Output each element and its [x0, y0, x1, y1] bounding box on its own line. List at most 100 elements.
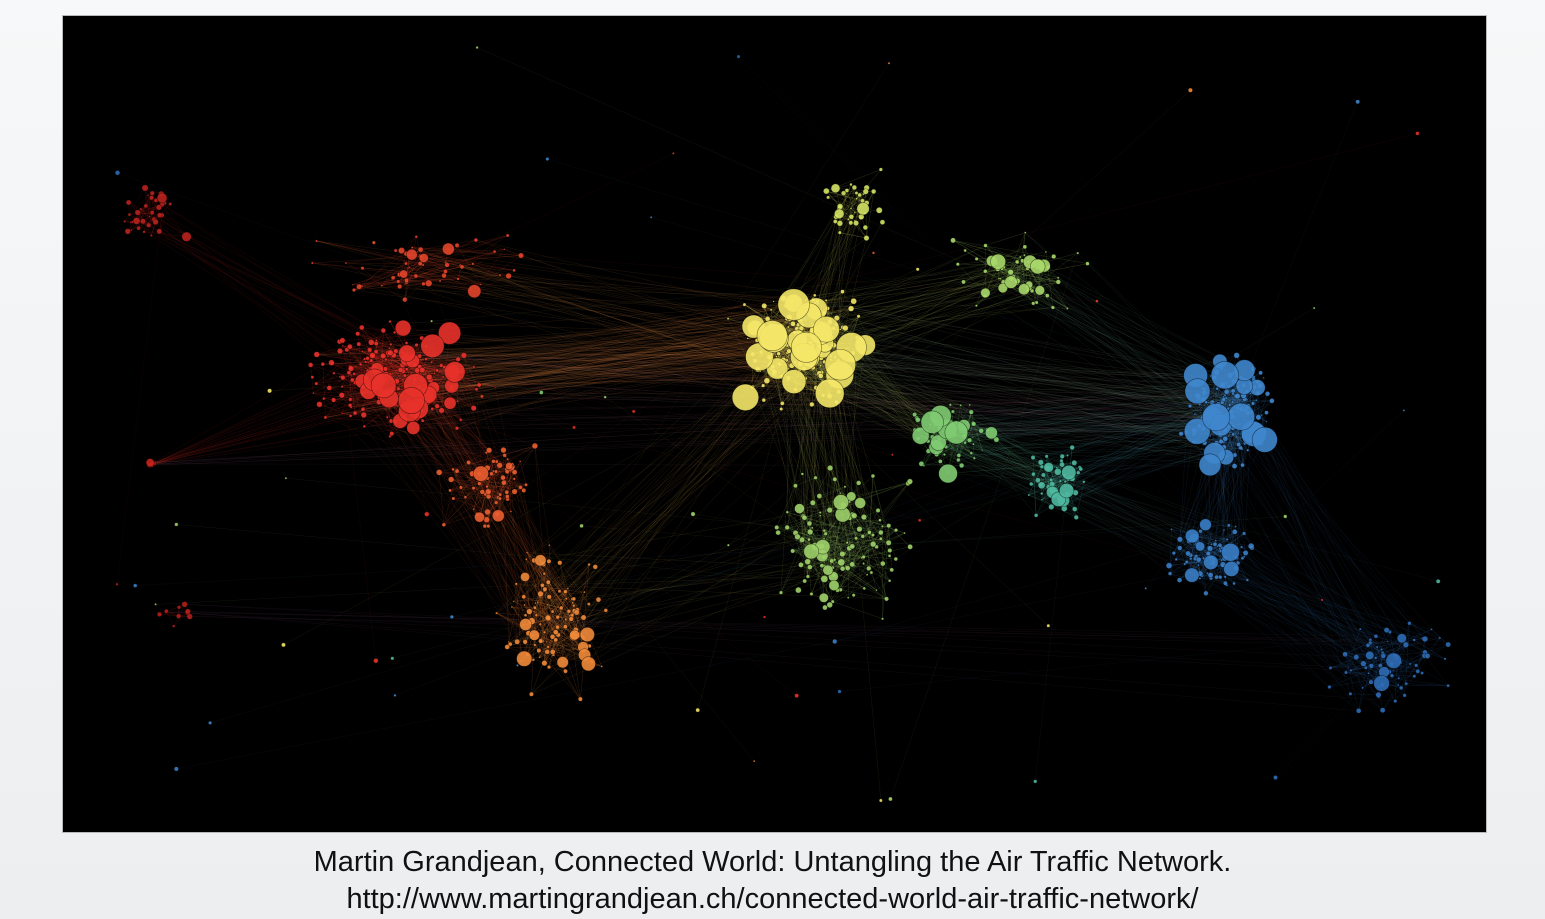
- route-line: [534, 644, 545, 664]
- route-line: [451, 479, 527, 485]
- airport-node: [449, 614, 454, 620]
- airport-node: [884, 596, 890, 602]
- route-line: [953, 399, 1204, 433]
- route-line: [871, 307, 1315, 573]
- route-line: [412, 247, 781, 377]
- route-line: [1171, 529, 1352, 671]
- route-line: [1406, 683, 1449, 686]
- route-line: [829, 222, 852, 323]
- route-line: [379, 394, 533, 624]
- route-line: [1382, 684, 1399, 711]
- airport-node: [362, 424, 367, 429]
- airport-node: [174, 522, 179, 527]
- route-line: [946, 409, 1216, 427]
- airport-node: [1373, 656, 1378, 660]
- route-line: [443, 478, 488, 525]
- route-line: [449, 490, 589, 664]
- airport-node: [1170, 528, 1173, 531]
- route-line: [787, 511, 863, 537]
- route-line: [1219, 430, 1369, 674]
- route-line: [574, 492, 841, 636]
- route-line: [406, 280, 481, 285]
- route-line: [452, 468, 466, 498]
- route-line: [833, 568, 869, 586]
- route-line: [178, 615, 1388, 642]
- route-line: [531, 381, 823, 695]
- route-line: [283, 353, 821, 646]
- airport-node: [438, 279, 442, 283]
- airport-node: [320, 361, 326, 367]
- route-line: [313, 392, 379, 403]
- route-line: [411, 254, 799, 326]
- route-line: [333, 373, 550, 668]
- route-line: [376, 340, 418, 375]
- route-line: [486, 486, 521, 488]
- route-line: [588, 504, 844, 665]
- route-line: [872, 475, 889, 543]
- route-line: [456, 391, 1247, 429]
- route-line: [368, 343, 811, 392]
- airport-node: [786, 348, 792, 354]
- route-line: [451, 438, 1249, 618]
- route-line: [577, 361, 839, 610]
- airport-node: [498, 492, 503, 497]
- airport-node: [972, 442, 975, 446]
- route-line: [325, 354, 372, 418]
- route-line: [514, 472, 546, 590]
- airport-node: [1245, 578, 1250, 582]
- route-line: [150, 412, 1248, 463]
- route-line: [1221, 559, 1371, 641]
- airport-node: [579, 523, 584, 529]
- route-line: [1048, 267, 1201, 419]
- route-line: [353, 251, 495, 291]
- route-line: [402, 395, 590, 605]
- route-line: [806, 356, 1237, 407]
- route-line: [1217, 545, 1383, 653]
- airport-node: [1033, 513, 1039, 518]
- route-line: [1409, 623, 1440, 639]
- airport-node: [356, 341, 362, 347]
- route-line: [137, 212, 160, 216]
- airport-node: [1443, 657, 1447, 661]
- route-line: [486, 465, 500, 487]
- airport-node: [846, 596, 850, 600]
- route-line: [555, 599, 599, 633]
- route-line: [415, 251, 495, 277]
- route-line: [1389, 631, 1423, 639]
- route-line: [786, 360, 1220, 418]
- route-line: [928, 422, 1213, 442]
- route-line: [406, 318, 806, 370]
- route-line: [516, 583, 522, 661]
- route-line: [571, 576, 834, 620]
- airport-node: [504, 469, 510, 475]
- route-line: [823, 565, 856, 598]
- route-line: [313, 392, 556, 633]
- airport-node: [1078, 466, 1084, 472]
- route-line: [362, 326, 754, 394]
- route-line: [465, 478, 488, 498]
- route-line: [823, 384, 1223, 396]
- route-line: [137, 212, 152, 236]
- route-line: [381, 248, 505, 286]
- airport-node: [538, 622, 542, 626]
- route-line: [776, 485, 796, 528]
- route-line: [787, 519, 880, 528]
- route-line: [1216, 576, 1352, 671]
- route-line: [525, 559, 530, 612]
- airport-node: [361, 350, 364, 353]
- airport-node: [1034, 300, 1039, 305]
- route-line: [383, 355, 430, 378]
- route-line: [381, 263, 407, 286]
- airport-node: [690, 511, 696, 517]
- airport-node: [559, 605, 564, 611]
- route-line: [780, 376, 841, 590]
- airport-node: [538, 655, 541, 659]
- route-line: [451, 363, 802, 387]
- airport-node: [404, 277, 410, 283]
- route-line: [963, 271, 986, 283]
- airport-node: [548, 544, 551, 547]
- route-line: [882, 525, 889, 564]
- route-line: [819, 486, 846, 497]
- route-line: [474, 291, 800, 362]
- airport-node: [862, 562, 866, 566]
